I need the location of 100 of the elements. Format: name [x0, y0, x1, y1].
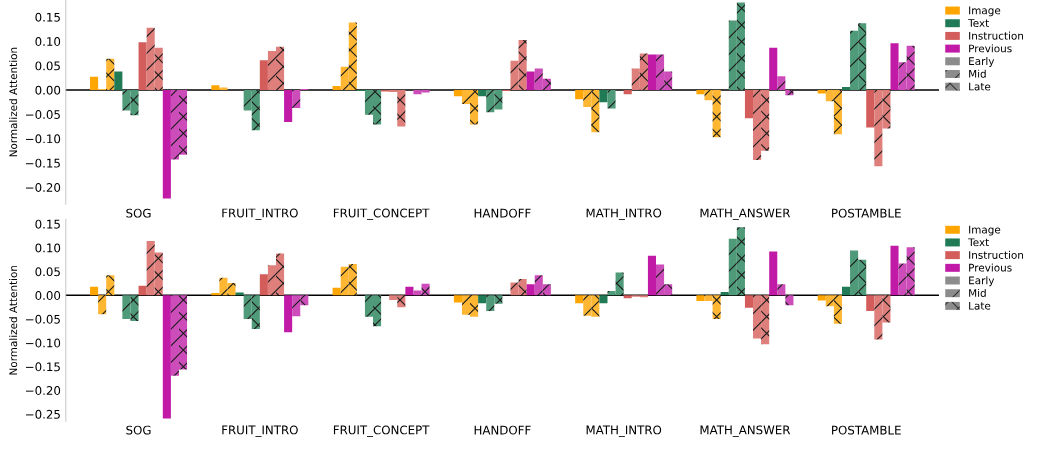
- bar: [122, 295, 131, 320]
- bar: [744, 89, 754, 119]
- bar: [292, 89, 301, 108]
- bar: [348, 263, 357, 296]
- x-tick-label: MATH_ANSWER: [700, 425, 791, 437]
- bar: [785, 89, 794, 96]
- bar: [591, 89, 600, 133]
- bar: [728, 238, 737, 296]
- bar: [413, 89, 422, 95]
- bar: [874, 295, 883, 340]
- bar: [833, 295, 842, 324]
- bar: [106, 275, 115, 296]
- bar: [526, 71, 535, 90]
- bar: [664, 284, 673, 296]
- bar: [882, 89, 891, 129]
- bar: [728, 20, 737, 90]
- bar: [712, 89, 721, 138]
- bar: [276, 253, 285, 296]
- bar: [494, 295, 503, 304]
- bar: [259, 60, 268, 90]
- bar: [276, 46, 285, 90]
- bar: [639, 53, 648, 90]
- bar: [890, 43, 899, 90]
- bar: [518, 279, 527, 296]
- x-tick-label: HANDOFF: [474, 208, 531, 218]
- y-tick-label: −0.15: [25, 158, 60, 168]
- bar: [146, 241, 155, 296]
- bar: [761, 89, 770, 151]
- y-tick-label: 0.00: [35, 85, 61, 95]
- bar: [777, 284, 786, 296]
- bar: [178, 295, 188, 370]
- legend-label: Previous: [969, 44, 1012, 53]
- bar: [98, 295, 107, 315]
- text: Early: [969, 56, 995, 68]
- bar: [599, 89, 608, 103]
- bar: [364, 295, 374, 317]
- bar: [761, 295, 770, 345]
- bar: [833, 89, 842, 135]
- y-tick-label: 0.10: [35, 37, 61, 46]
- y-tick-label: −0.20: [25, 386, 61, 396]
- bar: [453, 295, 462, 303]
- bar: [300, 295, 309, 306]
- x-tick-label: FRUIT_CONCEPT: [333, 425, 430, 437]
- legend-label: Image: [969, 6, 1001, 17]
- y-tick-label: −0.25: [25, 409, 60, 419]
- bar: [130, 295, 139, 321]
- x-tick-label: SOG: [126, 208, 151, 218]
- x-tick-label: HANDOFF: [474, 425, 531, 435]
- bar: [130, 89, 139, 116]
- bar: [647, 255, 656, 296]
- bar: [251, 89, 260, 131]
- bar: [591, 295, 600, 317]
- bar: [623, 89, 632, 95]
- bar: [389, 295, 398, 301]
- bar: [292, 295, 301, 317]
- bar: [882, 295, 891, 323]
- bar: [146, 27, 155, 90]
- bar: [364, 89, 374, 115]
- y-tick-label: −0.10: [25, 134, 61, 144]
- text: Early: [969, 276, 995, 287]
- y-tick-label: −0.15: [25, 362, 60, 372]
- bar: [114, 71, 123, 90]
- bar: [607, 291, 616, 296]
- bar: [518, 39, 527, 90]
- bar: [858, 23, 867, 90]
- y-tick-label: −0.05: [25, 110, 60, 119]
- bar: [348, 22, 357, 90]
- y-tick-label: −0.20: [25, 183, 61, 192]
- bar: [753, 89, 762, 161]
- bar: [486, 295, 495, 311]
- bar: [696, 295, 705, 301]
- bar: [122, 89, 131, 111]
- bar: [405, 286, 414, 296]
- bar: [656, 264, 665, 296]
- bar: [906, 45, 915, 90]
- bar: [850, 250, 859, 296]
- bar: [744, 295, 754, 308]
- y-axis-title: Normalized Attention: [9, 47, 18, 157]
- bar: [397, 295, 406, 308]
- bar: [340, 266, 349, 296]
- bar: [421, 283, 430, 296]
- legend-label: Text: [968, 238, 989, 247]
- bar: [138, 42, 147, 90]
- bar: [858, 259, 867, 296]
- bar: [769, 47, 778, 90]
- bar: [510, 60, 519, 90]
- text: Mid: [969, 288, 986, 297]
- bar: [397, 89, 406, 127]
- bar: [259, 274, 268, 296]
- bar: [267, 265, 276, 296]
- bar: [284, 295, 293, 333]
- bar: [817, 295, 826, 301]
- bar: [866, 89, 875, 128]
- bar: [623, 295, 632, 299]
- bar: [825, 89, 834, 102]
- bar: [251, 295, 260, 330]
- bar: [898, 62, 907, 90]
- bar: [898, 263, 907, 296]
- bar: [874, 89, 883, 167]
- bar: [138, 285, 147, 296]
